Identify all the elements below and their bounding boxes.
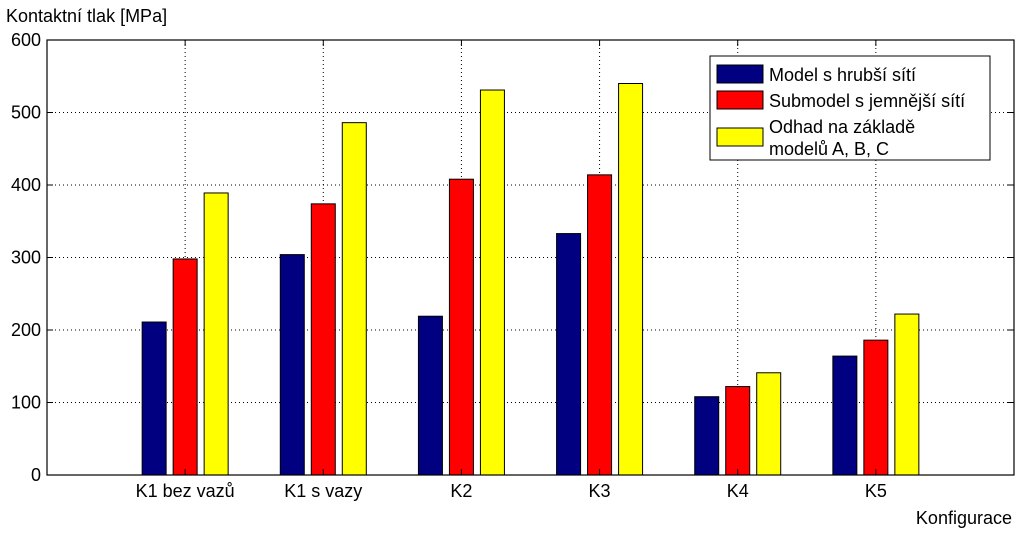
- x-axis-label: Konfigurace: [916, 508, 1012, 528]
- x-tick-label: K1 s vazy: [284, 481, 362, 501]
- bar-series-1: [694, 396, 720, 476]
- y-tick-label: 500: [11, 103, 41, 123]
- x-tick-label: K3: [589, 481, 611, 501]
- bar-series-2: [310, 203, 336, 476]
- legend-label-3-line-2: modelů A, B, C: [769, 139, 889, 159]
- x-tick-label: K5: [865, 481, 887, 501]
- bar-series-1: [832, 355, 858, 476]
- bar-series-2: [448, 178, 474, 476]
- y-tick-label: 600: [11, 30, 41, 50]
- y-tick-label: 100: [11, 393, 41, 413]
- x-tick-label: K1 bez vazů: [136, 481, 235, 501]
- bar-series-2: [172, 258, 198, 476]
- legend-swatch-1: [716, 64, 764, 84]
- bar-series-2: [863, 339, 889, 476]
- legend: Model s hrubší sítí Submodel s jemnější s…: [709, 55, 991, 161]
- bar-series-1: [141, 321, 167, 476]
- legend-label-3-line-1: Odhad na základě: [769, 117, 915, 137]
- y-tick-label: 400: [11, 175, 41, 195]
- legend-swatch-2: [716, 90, 764, 110]
- bar-series-3: [618, 83, 644, 476]
- y-axis-ticks: 0 100 200 300 400 500 600: [11, 30, 1014, 485]
- y-tick-label: 0: [31, 465, 41, 485]
- x-tick-label: K2: [450, 481, 472, 501]
- bar-series-2: [725, 386, 751, 476]
- bar-series-3: [756, 372, 782, 476]
- y-axis-label: Kontaktní tlak [MPa]: [6, 6, 167, 26]
- bars-group: [141, 83, 920, 476]
- bar-series-3: [203, 192, 229, 476]
- x-axis-ticks: K1 bez vazů K1 s vazy K2 K3 K4 K5: [136, 40, 887, 501]
- y-tick-label: 300: [11, 248, 41, 268]
- bar-series-3: [479, 89, 505, 476]
- y-tick-label: 200: [11, 320, 41, 340]
- bar-series-1: [417, 315, 443, 476]
- bar-series-2: [587, 174, 613, 476]
- legend-label-2: Submodel s jemnější sítí: [769, 91, 965, 111]
- bar-series-3: [894, 313, 920, 476]
- bar-series-3: [341, 122, 367, 476]
- bar-series-1: [279, 254, 305, 476]
- x-tick-label: K4: [727, 481, 749, 501]
- legend-label-1: Model s hrubší sítí: [769, 65, 916, 85]
- legend-swatch-3: [716, 127, 764, 147]
- bar-series-1: [556, 233, 582, 476]
